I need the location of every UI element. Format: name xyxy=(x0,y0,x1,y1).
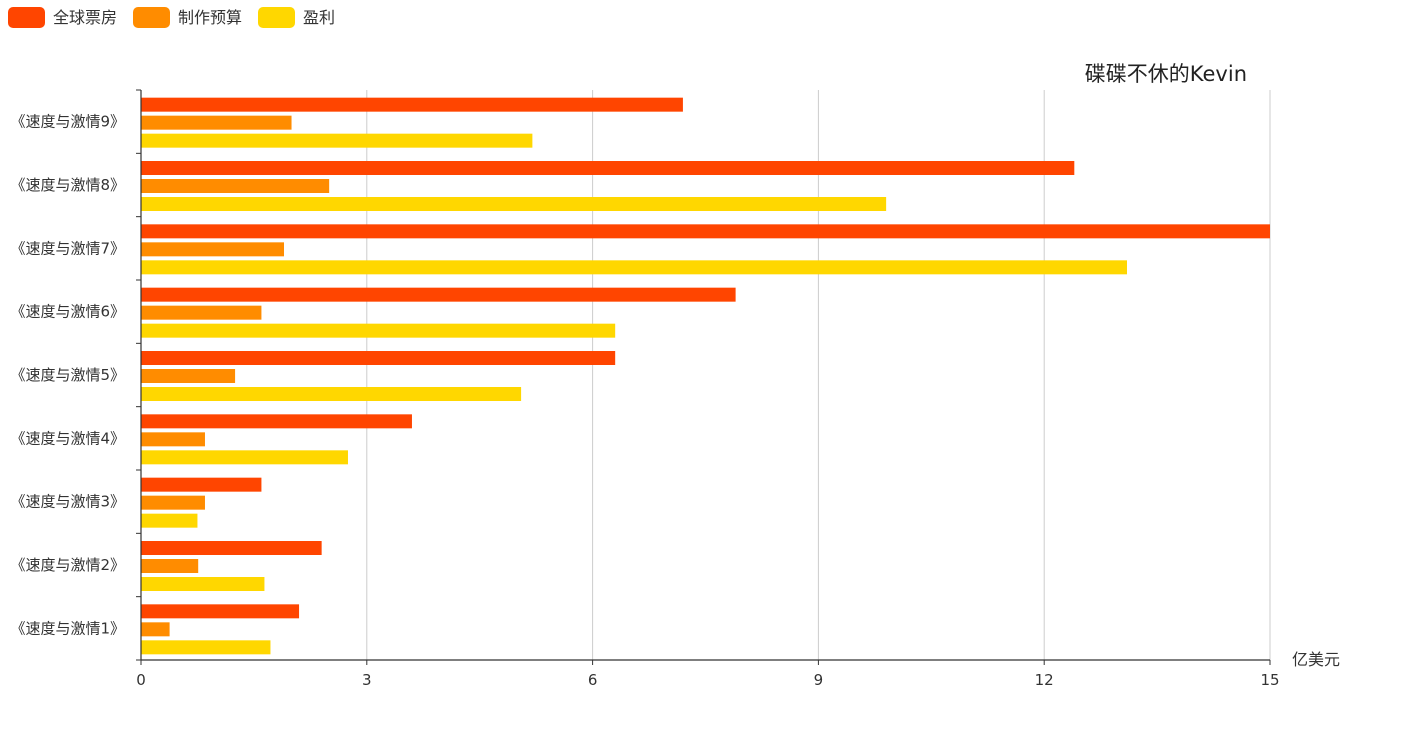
y-tick-label: 《速度与激情8》 xyxy=(10,176,125,194)
y-tick-label: 《速度与激情1》 xyxy=(10,619,125,637)
bar-2-3[interactable] xyxy=(141,577,265,591)
legend-swatch xyxy=(258,7,295,28)
bar-1-2[interactable] xyxy=(141,622,170,637)
bar-5-1[interactable] xyxy=(141,351,616,365)
bar-5-2[interactable] xyxy=(141,369,236,383)
x-tick-label: 0 xyxy=(136,671,146,689)
bar-4-1[interactable] xyxy=(141,414,412,429)
bar-3-3[interactable] xyxy=(141,513,198,528)
bar-3-2[interactable] xyxy=(141,495,205,510)
y-tick-label: 《速度与激情3》 xyxy=(10,493,125,511)
bar-5-3[interactable] xyxy=(141,387,522,401)
x-tick-label: 3 xyxy=(362,671,372,689)
grid-lines xyxy=(366,90,1271,660)
x-axis-name: 亿美元 xyxy=(1292,650,1340,669)
x-tick-label: 12 xyxy=(1035,671,1054,689)
x-tick-label: 6 xyxy=(588,671,598,689)
legend[interactable]: 全球票房 制作预算 盈利 xyxy=(8,7,335,28)
x-tick-label: 15 xyxy=(1260,671,1279,689)
y-tick-label: 《速度与激情7》 xyxy=(10,239,125,257)
bar-9-2[interactable] xyxy=(141,115,292,130)
bars-group[interactable] xyxy=(141,97,1270,655)
y-tick-label: 《速度与激情4》 xyxy=(10,429,125,447)
bar-3-1[interactable] xyxy=(141,477,262,492)
bar-6-2[interactable] xyxy=(141,305,262,320)
bar-8-3[interactable] xyxy=(141,197,887,211)
bar-1-1[interactable] xyxy=(141,604,300,619)
bar-9-3[interactable] xyxy=(141,133,533,148)
y-tick-label: 《速度与激情2》 xyxy=(10,556,125,574)
bar-4-3[interactable] xyxy=(141,450,348,465)
bar-1-3[interactable] xyxy=(141,640,271,655)
bar-6-1[interactable] xyxy=(141,287,736,302)
legend-swatch xyxy=(133,7,170,28)
y-tick-label: 《速度与激情6》 xyxy=(10,303,125,321)
y-tick-label: 《速度与激情5》 xyxy=(10,366,125,384)
y-tick-label: 《速度与激情9》 xyxy=(10,113,125,131)
legend-label: 制作预算 xyxy=(178,8,242,27)
bar-7-3[interactable] xyxy=(141,260,1127,275)
x-axis-labels: 0 3 6 9 12 15 xyxy=(136,671,1279,689)
chart-title: 碟碟不休的Kevin xyxy=(1085,62,1247,86)
legend-item-1[interactable]: 全球票房 xyxy=(8,7,117,28)
legend-item-2[interactable]: 制作预算 xyxy=(133,7,242,28)
legend-item-3[interactable]: 盈利 xyxy=(258,7,335,28)
bar-2-1[interactable] xyxy=(141,541,322,555)
bar-7-1[interactable] xyxy=(141,224,1270,239)
legend-label: 全球票房 xyxy=(53,8,117,27)
axes xyxy=(136,89,1271,665)
bar-8-2[interactable] xyxy=(141,179,330,193)
legend-swatch xyxy=(8,7,45,28)
bar-4-2[interactable] xyxy=(141,432,205,447)
legend-label: 盈利 xyxy=(303,8,335,27)
y-axis-labels: 《速度与激情1》《速度与激情2》《速度与激情3》《速度与激情4》《速度与激情5》… xyxy=(10,113,125,638)
x-tick-label: 9 xyxy=(814,671,824,689)
bar-9-1[interactable] xyxy=(141,97,683,112)
bar-6-3[interactable] xyxy=(141,323,616,338)
bar-7-2[interactable] xyxy=(141,242,285,257)
bar-2-2[interactable] xyxy=(141,559,199,573)
bar-8-1[interactable] xyxy=(141,161,1075,175)
